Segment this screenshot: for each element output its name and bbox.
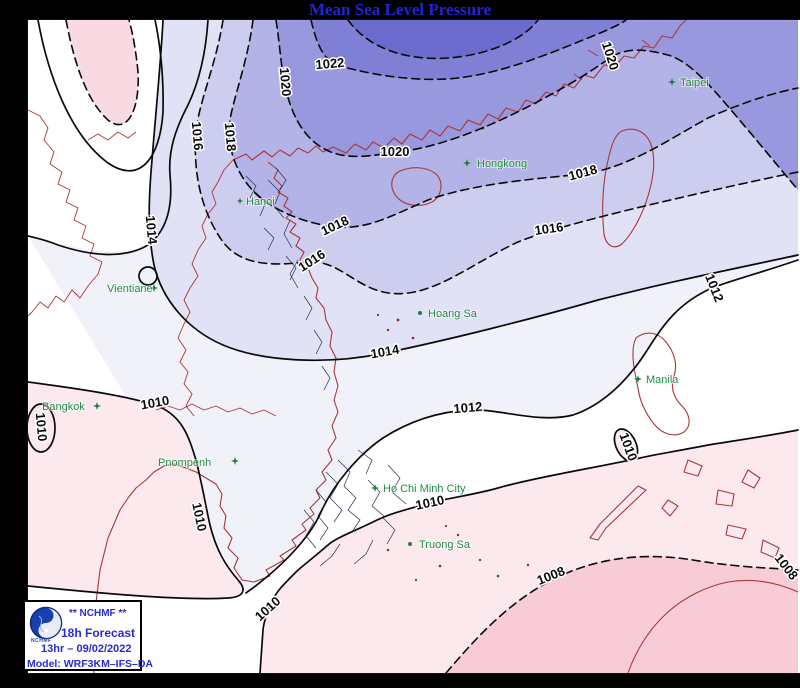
- isobars-solid: [26, 19, 799, 674]
- city-label-taipei: Taipei: [680, 77, 709, 89]
- city-dot-truongsa: [408, 542, 412, 546]
- legend-valid-time: 13hr – 09/02/2022: [41, 643, 132, 655]
- isobars-dashed: [65, 19, 799, 674]
- city-markers: [93, 78, 676, 546]
- isobar-label: 1016: [534, 219, 565, 238]
- city-label-hongkong: Hongkong: [477, 158, 527, 170]
- pressure-shading: [27, 20, 799, 673]
- city-star-taipei: [668, 78, 676, 86]
- city-star-vientiane: [150, 284, 158, 292]
- isobar-label: 1022: [315, 55, 345, 72]
- page-title: Mean Sea Level Pressure: [308, 0, 492, 19]
- nchmf-logo: [29, 606, 63, 645]
- city-label-hoangsa: Hoang Sa: [428, 308, 478, 320]
- city-star-hcmc: [371, 484, 379, 492]
- map-canvas: 1022 1020 1020 1020 1018 1018 1018 1016 …: [26, 19, 800, 674]
- city-label-bangkok: Bangkok: [42, 401, 85, 413]
- city-star-hanoi: [236, 197, 244, 205]
- city-star-bangkok: [93, 402, 101, 410]
- isobar-label: 1014: [143, 215, 161, 246]
- province-borders: [245, 167, 407, 567]
- city-label-manila: Manila: [646, 374, 679, 386]
- city-layer: Taipei Hongkong Hanoi Vientiane Bangkok …: [41, 76, 710, 552]
- legend-model: Model: WRF3KM–IFS–DA: [27, 658, 153, 670]
- pressure-map: 1022 1020 1020 1020 1018 1018 1018 1016 …: [26, 19, 800, 674]
- coastlines: [27, 19, 799, 674]
- city-label-hcmc: Ho Chi Minh City: [383, 483, 466, 495]
- isobar-label: 1014: [369, 341, 401, 361]
- forecast-info-box: NCHMF ** NCHMF ** 18h Forecast 13hr – 09…: [23, 600, 153, 671]
- legend-org: ** NCHMF **: [69, 608, 127, 619]
- isobar-label: 1018: [222, 122, 239, 152]
- isobar-label: 1010: [139, 393, 170, 413]
- isobar-label: 1010: [33, 412, 50, 442]
- city-dot-hoangsa: [418, 311, 422, 315]
- legend-forecast: 18h Forecast: [61, 626, 136, 640]
- city-star-hongkong: [463, 159, 471, 167]
- city-star-pnompenh: [231, 457, 239, 465]
- isobar-label: 1016: [189, 121, 206, 151]
- city-star-manila: [634, 375, 642, 383]
- isobar-label: 1020: [381, 144, 410, 159]
- nchmf-logo-text: NCHMF: [31, 638, 52, 644]
- city-label-hanoi: Hanoi: [246, 196, 275, 208]
- isobar-label: 1020: [277, 67, 294, 97]
- city-label-vientiane: Vientiane: [107, 283, 153, 295]
- city-label-pnompenh: Pnompenh: [158, 457, 211, 469]
- city-label-truongsa: Truong Sa: [419, 539, 471, 551]
- isobar-label: 1012: [453, 399, 483, 416]
